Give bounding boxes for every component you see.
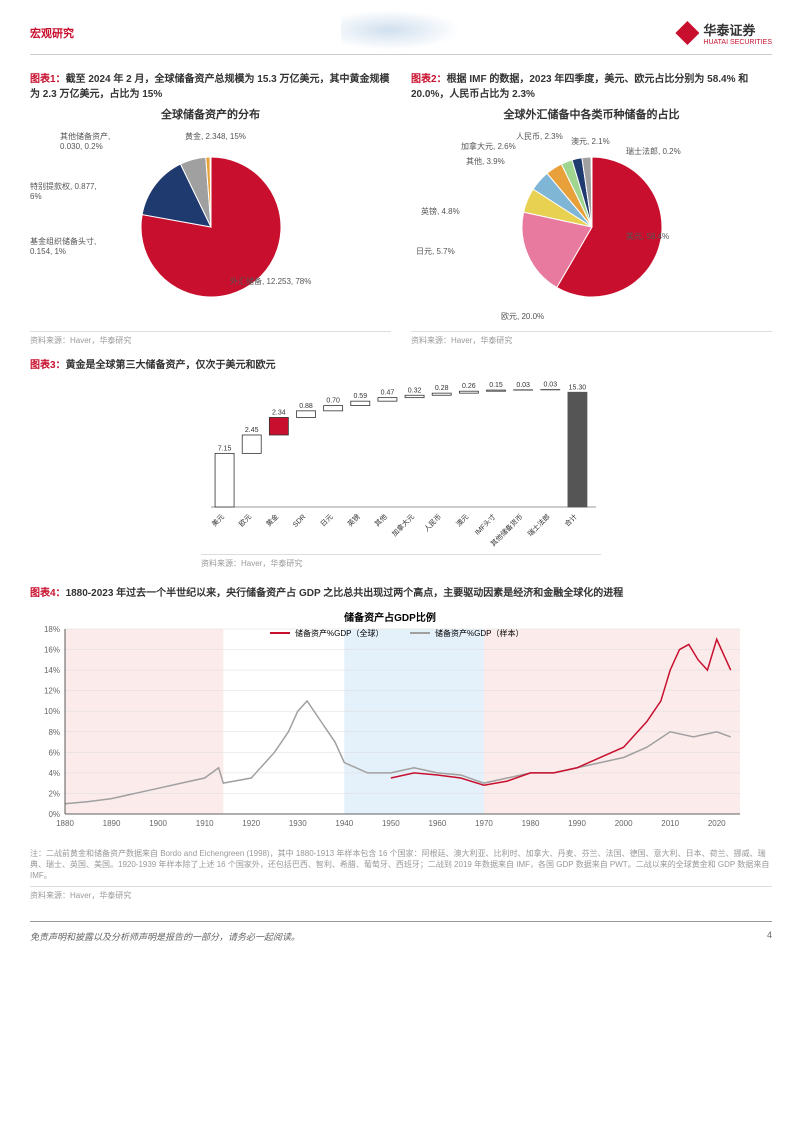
svg-text:黄金: 黄金 — [264, 512, 280, 528]
svg-text:18%: 18% — [44, 625, 60, 634]
svg-text:0.47: 0.47 — [381, 390, 395, 397]
chart3-waterfall: 7.15 2.45 2.34 0.88 0.70 0.59 0.47 0.32 0.28 0.26… — [201, 377, 601, 550]
chart4-note: 注：二战前黄金和储备资产数据来自 Bordo and Eichengreen (… — [30, 848, 772, 882]
svg-text:1990: 1990 — [568, 819, 586, 828]
svg-text:0%: 0% — [48, 810, 60, 819]
svg-text:1950: 1950 — [382, 819, 400, 828]
chart1-subtitle: 全球储备资产的分布 — [30, 106, 391, 122]
svg-text:0.70: 0.70 — [326, 398, 340, 405]
chart3-title: 图表3：黄金是全球第三大储备资产，仅次于美元和欧元 — [30, 356, 772, 371]
svg-text:14%: 14% — [44, 666, 60, 675]
page-number: 4 — [767, 930, 772, 943]
svg-text:16%: 16% — [44, 646, 60, 655]
svg-text:其他: 其他 — [373, 512, 389, 528]
svg-text:2010: 2010 — [661, 819, 679, 828]
svg-text:澳元: 澳元 — [454, 512, 470, 528]
svg-text:1910: 1910 — [196, 819, 214, 828]
svg-text:1970: 1970 — [475, 819, 493, 828]
svg-text:7.15: 7.15 — [218, 445, 232, 452]
page-footer: 免责声明和披露以及分析师声明是报告的一部分，请务必一起阅读。 4 — [30, 921, 772, 943]
svg-text:2%: 2% — [48, 789, 60, 798]
svg-text:合计: 合计 — [563, 512, 579, 528]
chart2-title: 图表2：根据 IMF 的数据，2023 年四季度，美元、欧元占比分别为 58.4… — [411, 70, 772, 100]
svg-text:12%: 12% — [44, 687, 60, 696]
svg-text:日元: 日元 — [319, 513, 335, 529]
svg-text:6%: 6% — [48, 748, 60, 757]
chart3-container: 图表3：黄金是全球第三大储备资产，仅次于美元和欧元 7.15 2.45 2.34 0.… — [30, 356, 772, 569]
svg-text:1920: 1920 — [242, 819, 260, 828]
svg-text:0.88: 0.88 — [299, 403, 313, 410]
chart2-container: 图表2：根据 IMF 的数据，2023 年四季度，美元、欧元占比分别为 58.4… — [411, 70, 772, 346]
svg-text:2000: 2000 — [615, 819, 633, 828]
chart2-pie: 美元, 58.4%欧元, 20.0%日元, 5.7%英镑, 4.8%其他, 3.… — [411, 127, 772, 327]
chart1-source: 资料来源：Haver，华泰研究 — [30, 331, 391, 346]
svg-text:英镑: 英镑 — [345, 512, 361, 528]
svg-text:SDR: SDR — [292, 513, 307, 528]
chart2-source: 资料来源：Haver，华泰研究 — [411, 331, 772, 346]
svg-text:储备资产%GDP（全球）: 储备资产%GDP（全球） — [295, 628, 383, 638]
chart1-title: 图表1：截至 2024 年 2 月，全球储备资产总规模为 15.3 万亿美元，其… — [30, 70, 391, 100]
svg-text:0.03: 0.03 — [543, 382, 557, 389]
svg-text:储备资产占GDP比例: 储备资产占GDP比例 — [343, 611, 436, 624]
chart4-title: 图表4：1880-2023 年过去一个半世纪以来，央行储备资产占 GDP 之比总… — [30, 584, 772, 599]
chart1-container: 图表1：截至 2024 年 2 月，全球储备资产总规模为 15.3 万亿美元，其… — [30, 70, 391, 346]
svg-text:美元: 美元 — [210, 512, 226, 528]
svg-text:2.45: 2.45 — [245, 427, 259, 434]
svg-text:人民币: 人民币 — [423, 513, 444, 534]
svg-text:4%: 4% — [48, 769, 60, 778]
footer-disclaimer: 免责声明和披露以及分析师声明是报告的一部分，请务必一起阅读。 — [30, 930, 300, 943]
svg-text:1890: 1890 — [103, 819, 121, 828]
svg-text:0.15: 0.15 — [489, 382, 503, 389]
chart4-container: 图表4：1880-2023 年过去一个半世纪以来，央行储备资产占 GDP 之比总… — [30, 584, 772, 901]
company-name-en: HUATAI SECURITIES — [703, 39, 772, 46]
svg-text:1960: 1960 — [429, 819, 447, 828]
chart2-subtitle: 全球外汇储备中各类币种储备的占比 — [411, 106, 772, 122]
svg-text:1900: 1900 — [149, 819, 167, 828]
svg-text:10%: 10% — [44, 707, 60, 716]
svg-text:2.34: 2.34 — [272, 409, 286, 416]
svg-text:0.26: 0.26 — [462, 383, 476, 390]
svg-text:1880: 1880 — [56, 819, 74, 828]
report-category: 宏观研究 — [30, 25, 74, 41]
svg-text:欧元: 欧元 — [237, 512, 253, 528]
company-name: 华泰证券 — [703, 20, 772, 39]
chart1-pie: 外汇储备, 12.253, 78%黄金, 2.348, 15%特别提款权, 0.… — [30, 127, 391, 327]
svg-text:储备资产%GDP（样本）: 储备资产%GDP（样本） — [435, 628, 523, 638]
svg-text:1940: 1940 — [335, 819, 353, 828]
svg-text:15.30: 15.30 — [569, 384, 587, 391]
svg-text:2020: 2020 — [708, 819, 726, 828]
chart4-source: 资料来源：Haver，华泰研究 — [30, 886, 772, 901]
svg-text:加拿大元: 加拿大元 — [390, 512, 416, 538]
company-logo: 华泰证券 HUATAI SECURITIES — [675, 20, 772, 46]
svg-text:1930: 1930 — [289, 819, 307, 828]
svg-text:0.32: 0.32 — [408, 387, 422, 394]
svg-text:1980: 1980 — [522, 819, 540, 828]
svg-text:IMF头寸: IMF头寸 — [473, 512, 498, 537]
header-decoration — [341, 10, 461, 50]
svg-text:瑞士法郎: 瑞士法郎 — [526, 512, 552, 538]
chart3-source: 资料来源：Haver，华泰研究 — [201, 554, 601, 569]
svg-text:0.28: 0.28 — [435, 385, 449, 392]
svg-text:0.03: 0.03 — [516, 382, 530, 389]
logo-icon — [675, 21, 699, 45]
svg-text:0.59: 0.59 — [353, 393, 367, 400]
svg-text:8%: 8% — [48, 728, 60, 737]
chart4-line: 0% 2% 4% 6% 8% 10% 12% 14% 16% 18% 1880 1890 1900 191… — [30, 609, 772, 842]
